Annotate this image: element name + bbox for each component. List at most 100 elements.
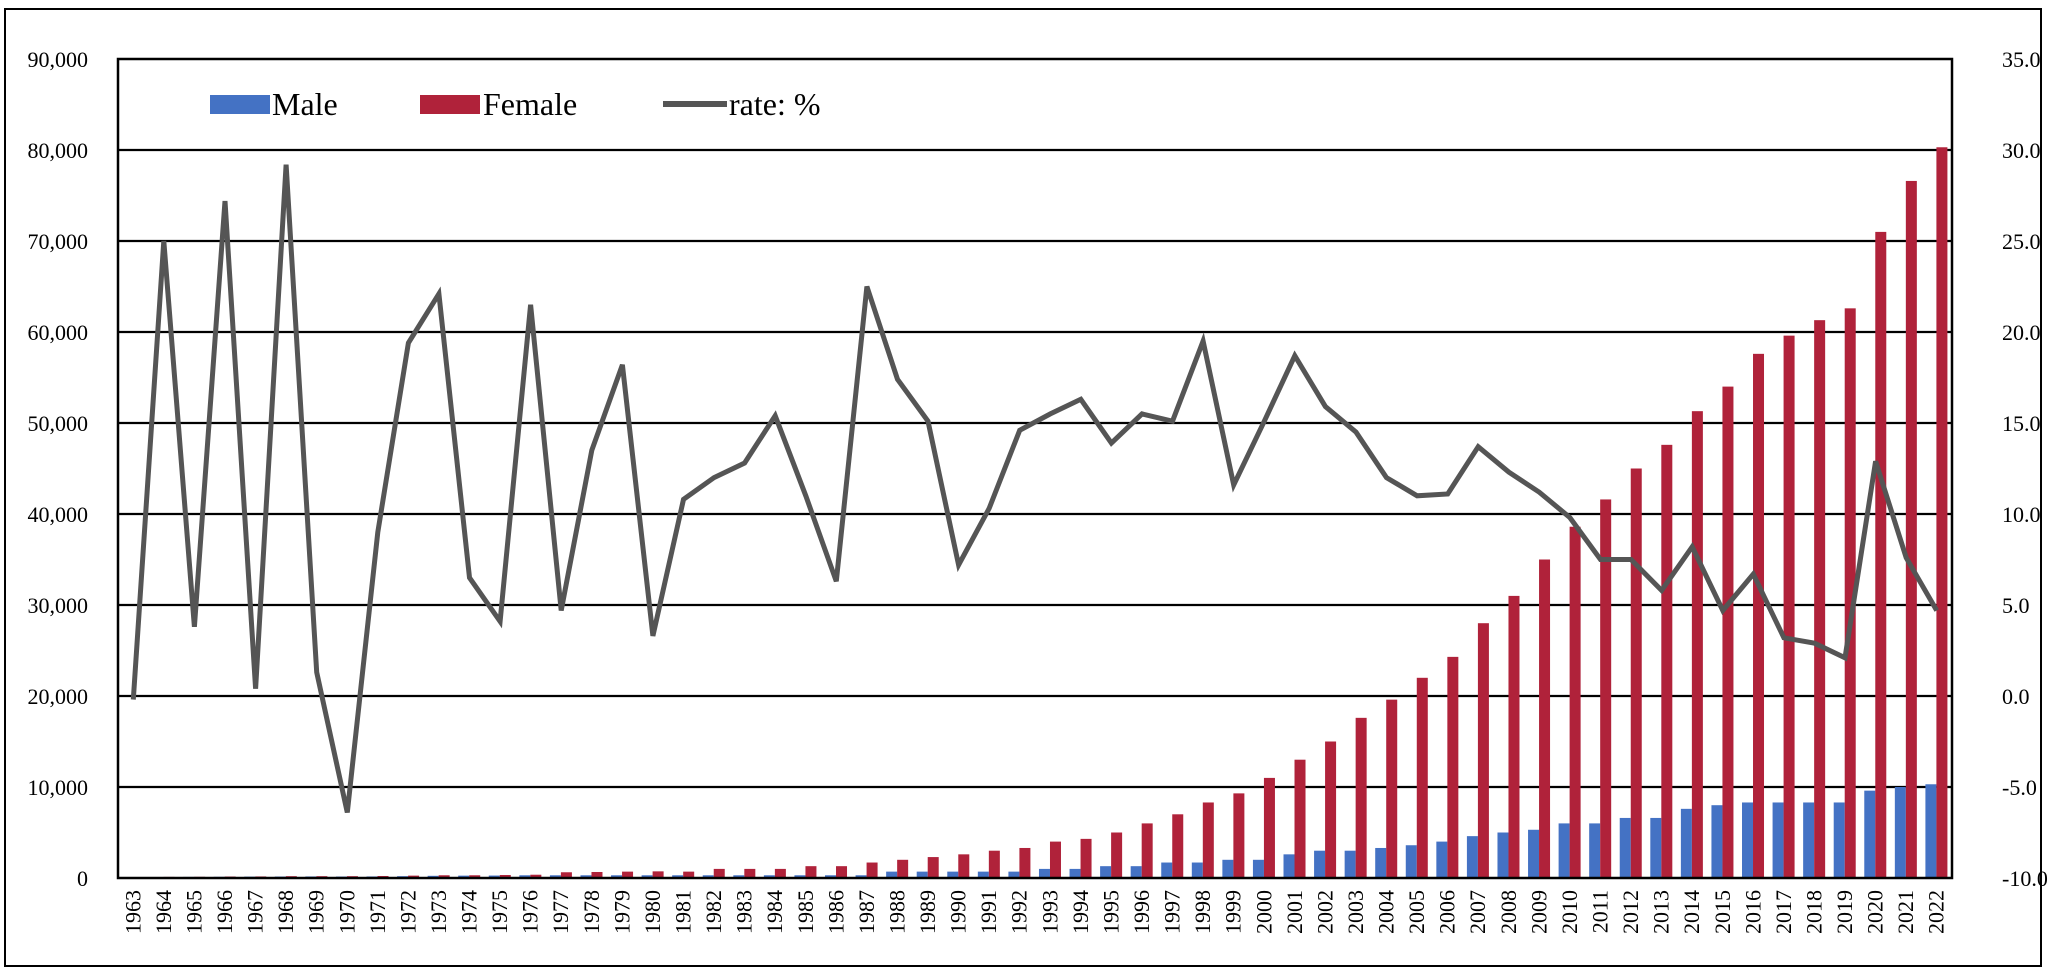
bar-female [1355, 717, 1367, 878]
x-tick-label: 1992 [1007, 890, 1032, 934]
bar-male [886, 871, 898, 878]
y-tick-label: 50,000 [28, 411, 89, 436]
left-axis-ticks: 0 10,000 20,000 30,000 40,000 50,000 60,000 70,… [28, 47, 89, 891]
x-tick-label: 1990 [946, 890, 971, 934]
bar-female [713, 868, 725, 878]
legend: Male Female rate: % [210, 86, 821, 122]
x-tick-label: 2019 [1832, 890, 1857, 934]
bar-male [977, 871, 989, 878]
x-tick-label: 1985 [793, 890, 818, 934]
bar-female [499, 874, 511, 878]
bar-female [438, 875, 450, 878]
bar-female [958, 854, 970, 878]
bar-male [1894, 787, 1906, 878]
x-tick-label: 2009 [1526, 890, 1551, 934]
bar-male [1925, 784, 1937, 878]
bar-male [1069, 868, 1081, 878]
bar-male [1008, 871, 1020, 878]
bar-female [1600, 499, 1612, 878]
bar-male [1589, 823, 1601, 878]
x-tick-label: 2014 [1679, 890, 1704, 934]
x-tick-label: 1981 [670, 890, 695, 934]
y2-tick-label: 5.0 [2002, 593, 2030, 618]
bar-female [1508, 595, 1520, 878]
x-tick-label: 1967 [243, 890, 268, 934]
x-tick-label: 2013 [1649, 890, 1674, 934]
y2-tick-label: -5.0 [2002, 775, 2037, 800]
rate-line [130, 164, 1939, 814]
y2-tick-label: 25.0 [2002, 229, 2041, 254]
bar-female [744, 868, 756, 878]
bar-male [1619, 817, 1631, 878]
bar-male [702, 875, 714, 878]
y-tick-label: 0 [77, 866, 88, 891]
x-tick-label: 2021 [1893, 890, 1918, 934]
bar-female [1111, 832, 1123, 878]
bar-female [836, 866, 848, 878]
legend-swatch-female [420, 95, 480, 114]
y2-tick-label: 20.0 [2002, 320, 2041, 345]
y2-tick-label: 35.0 [2002, 47, 2041, 72]
bar-male [794, 875, 806, 878]
bar-female [805, 866, 817, 878]
bar-male [855, 875, 867, 878]
x-tick-label: 2018 [1801, 890, 1826, 934]
bar-male [733, 875, 745, 878]
x-tick-label: 1964 [151, 890, 176, 934]
y-tick-label: 20,000 [28, 684, 89, 709]
x-tick-label: 2007 [1465, 890, 1490, 934]
bar-female [1049, 841, 1061, 878]
x-tick-label: 1982 [701, 890, 726, 934]
bar-female [774, 868, 786, 878]
x-tick-label: 1966 [212, 890, 237, 934]
bar-female [927, 857, 939, 878]
bar-female [1905, 180, 1917, 878]
bar-female [1477, 623, 1489, 878]
bar-female [1202, 802, 1214, 878]
bar-male [763, 875, 775, 878]
bar-female [1661, 444, 1673, 878]
bar-male [580, 875, 592, 878]
x-tick-label: 1975 [487, 890, 512, 934]
y-tick-label: 90,000 [28, 47, 89, 72]
bar-male [825, 875, 837, 878]
x-tick-label: 2008 [1496, 890, 1521, 934]
bar-male [1344, 850, 1356, 878]
x-tick-label: 1969 [304, 890, 329, 934]
x-tick-label: 1993 [1037, 890, 1062, 934]
rate-line-path [130, 164, 1939, 814]
bar-male [1191, 862, 1203, 878]
bar-male [1833, 802, 1845, 878]
bar-male [1466, 836, 1478, 878]
bar-female [1753, 353, 1765, 879]
bar-female [1539, 559, 1551, 878]
bar-male [1650, 817, 1662, 878]
bar-male [1528, 829, 1540, 878]
x-tick-label: 2016 [1740, 890, 1765, 934]
bar-male [1222, 859, 1234, 878]
bar-female [1019, 847, 1031, 878]
bar-male [549, 875, 561, 878]
bar-male [1680, 808, 1692, 878]
x-tick-label: 1971 [365, 890, 390, 934]
x-tick-label: 2022 [1924, 890, 1949, 934]
x-tick-label: 1998 [1190, 890, 1215, 934]
bar-female [1936, 147, 1948, 878]
x-tick-label: 1980 [640, 890, 665, 934]
bar-female [1294, 759, 1306, 878]
x-tick-label: 2001 [1282, 890, 1307, 934]
x-tick-label: 1973 [426, 890, 451, 934]
x-tick-label: 2000 [1251, 890, 1276, 934]
bar-male [1283, 854, 1295, 878]
bar-female [1386, 699, 1398, 878]
bar-male [1314, 850, 1326, 878]
legend-label-female: Female [483, 86, 577, 122]
y-tick-label: 80,000 [28, 138, 89, 163]
x-tick-label: 1965 [181, 890, 206, 934]
bar-male [519, 875, 531, 878]
bars [121, 147, 1948, 879]
x-tick-label: 2020 [1863, 890, 1888, 934]
x-tick-label: 2010 [1557, 890, 1582, 934]
x-tick-label: 1994 [1068, 890, 1093, 934]
x-tick-label: 2002 [1312, 890, 1337, 934]
